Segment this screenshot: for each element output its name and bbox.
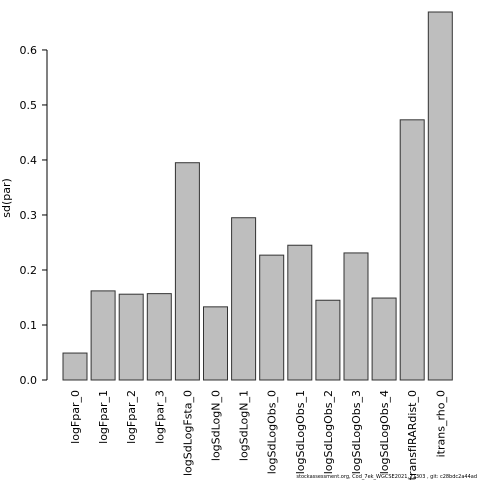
y-tick-label: 0.4 [20, 154, 38, 167]
x-tick-label: logSdLogObs_3 [350, 390, 363, 474]
x-tick-label: logFpar_1 [97, 390, 110, 444]
y-tick-label: 0.6 [20, 44, 38, 57]
footnote: stockassessment.org, Cod_7ek_WGCSE2021, … [296, 474, 477, 480]
bar [146, 293, 172, 381]
x-tick-label: logFpar_3 [153, 390, 166, 444]
x-tick-label: itrans_rho_0 [434, 390, 447, 457]
y-tick-label: 0.0 [20, 374, 38, 387]
x-tick-label: logSdLogN_1 [238, 390, 251, 461]
bar [371, 297, 397, 381]
x-tick-label: logFpar_2 [125, 390, 138, 444]
y-tick-label: 0.3 [20, 209, 38, 222]
y-tick-label: 0.5 [20, 99, 38, 112]
bar [118, 293, 144, 381]
bar [315, 299, 341, 381]
y-axis-label: sd(par) [0, 178, 13, 218]
bar [399, 119, 425, 381]
y-tick-label: 0.2 [20, 264, 38, 277]
x-tick-label: transfIRARdist_0 [406, 390, 419, 480]
bar [343, 252, 369, 381]
bar [259, 254, 285, 381]
bar [90, 290, 116, 381]
x-tick-label: logSdLogObs_4 [378, 390, 391, 474]
x-tick-label: logSdLogObs_2 [322, 390, 335, 474]
bar [203, 306, 228, 381]
x-tick-label: logFpar_0 [69, 390, 82, 444]
x-tick-label: logSdLogObs_0 [266, 390, 279, 474]
bar [231, 217, 257, 381]
y-tick-label: 0.1 [20, 319, 38, 332]
bar [427, 11, 453, 381]
x-tick-label: logSdLogObs_1 [294, 390, 307, 474]
bar [174, 162, 200, 381]
bar [62, 352, 88, 381]
bar [287, 244, 313, 381]
x-tick-label: logSdLogFsta_0 [181, 390, 194, 476]
x-tick-label: logSdLogN_0 [210, 390, 223, 461]
